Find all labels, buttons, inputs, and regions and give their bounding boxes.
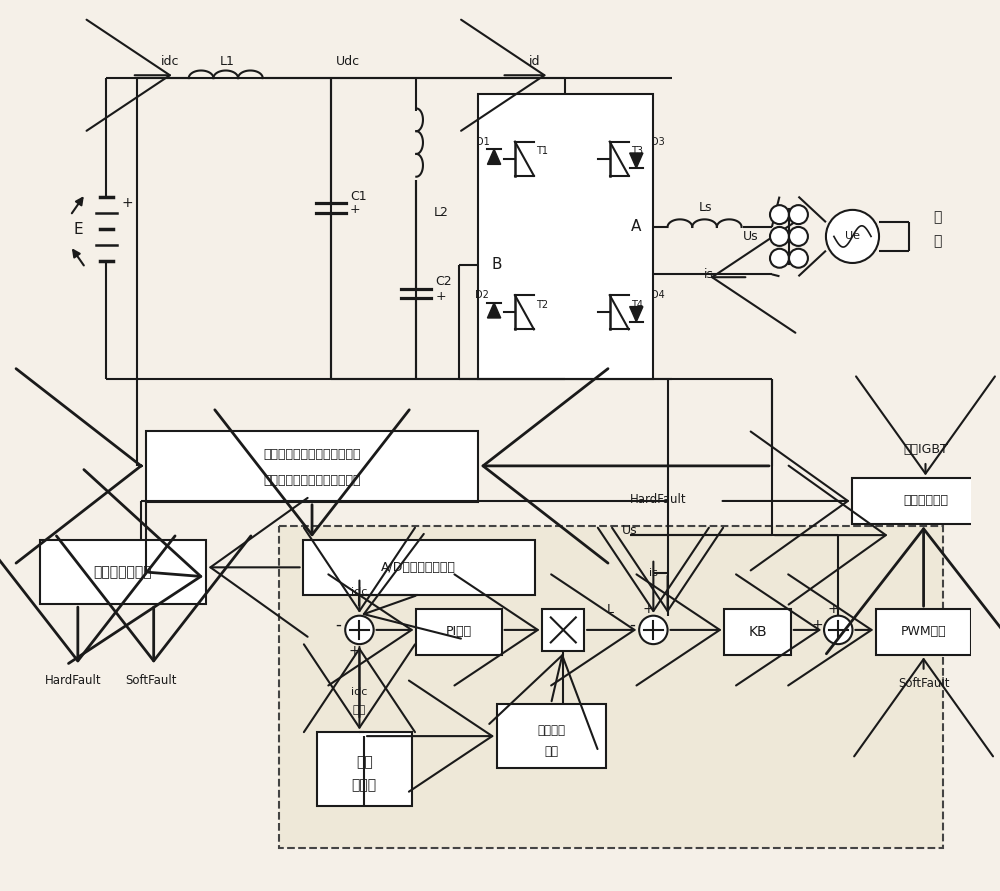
Bar (279, 526, 943, 848)
Text: E: E (73, 222, 83, 237)
Bar (416, 609, 502, 655)
Text: is: is (649, 568, 658, 578)
Circle shape (770, 249, 789, 267)
Bar (542, 609, 584, 650)
Text: 网: 网 (934, 234, 942, 249)
Text: T1: T1 (536, 146, 548, 156)
Bar (40, 540, 206, 604)
Text: HardFault: HardFault (45, 674, 101, 687)
Text: PI调节: PI调节 (446, 625, 472, 638)
Polygon shape (630, 307, 643, 322)
Text: PWM产生: PWM产生 (901, 625, 946, 638)
Circle shape (826, 210, 879, 263)
Text: 信号: 信号 (544, 745, 558, 757)
Text: Us: Us (743, 230, 759, 243)
Text: D1: D1 (476, 136, 489, 147)
Text: 驱动IGBT: 驱动IGBT (903, 443, 948, 456)
Bar (317, 732, 412, 806)
Text: +: + (812, 618, 823, 633)
Bar (303, 540, 535, 595)
Text: +: + (350, 203, 361, 217)
Circle shape (770, 205, 789, 225)
Polygon shape (487, 303, 501, 318)
Bar (724, 609, 791, 655)
Text: D2: D2 (475, 290, 489, 300)
Text: Udc: Udc (336, 54, 360, 68)
Bar (852, 478, 999, 524)
Text: id: id (529, 54, 541, 68)
Text: B: B (492, 257, 502, 273)
Text: D3: D3 (651, 136, 664, 147)
Text: +: + (349, 644, 361, 658)
Text: 电: 电 (934, 210, 942, 225)
Text: 同步正弦: 同步正弦 (537, 723, 565, 737)
Text: D4: D4 (651, 290, 664, 300)
Text: +: + (643, 602, 654, 616)
Text: 故障检测与保护: 故障检测与保护 (93, 565, 152, 579)
Text: 软件: 软件 (356, 756, 373, 770)
Text: A: A (631, 219, 641, 234)
Circle shape (770, 227, 789, 246)
Text: +: + (435, 290, 446, 303)
Text: 驱动电平转换: 驱动电平转换 (903, 495, 948, 508)
Circle shape (789, 205, 808, 225)
Bar (497, 704, 606, 768)
Text: idc: idc (351, 587, 368, 597)
Text: T3: T3 (631, 146, 643, 156)
Text: C1: C1 (350, 190, 367, 203)
Polygon shape (487, 149, 501, 164)
Text: SoftFault: SoftFault (898, 676, 949, 690)
Text: 蓄电池电压、放电电流、交流: 蓄电池电压、放电电流、交流 (263, 448, 361, 461)
Circle shape (824, 616, 852, 644)
Circle shape (639, 616, 668, 644)
Bar (876, 609, 971, 655)
Text: idc: idc (351, 687, 368, 697)
Bar (478, 94, 653, 379)
Text: L: L (607, 602, 614, 616)
Text: HardFault: HardFault (630, 493, 686, 505)
Text: -: - (336, 617, 342, 634)
Text: is: is (704, 268, 714, 281)
Text: Us: Us (622, 524, 637, 537)
Text: C2: C2 (435, 275, 452, 289)
Text: SoftFault: SoftFault (125, 674, 177, 687)
Text: 给定: 给定 (353, 706, 366, 715)
Circle shape (345, 616, 374, 644)
Text: L1: L1 (219, 54, 234, 68)
Bar (146, 431, 478, 502)
Text: +: + (828, 602, 839, 616)
Text: Ls: Ls (699, 201, 712, 215)
Text: -: - (630, 617, 635, 634)
Text: L2: L2 (433, 206, 448, 219)
Text: A/D转换与数据定标: A/D转换与数据定标 (381, 560, 456, 574)
Circle shape (789, 227, 808, 246)
Text: 锁相环: 锁相环 (352, 779, 377, 792)
Text: Ue: Ue (845, 232, 860, 241)
Text: idc: idc (161, 54, 179, 68)
Text: +: + (121, 196, 133, 210)
Polygon shape (630, 153, 643, 168)
Text: KB: KB (748, 625, 767, 639)
Text: 电压、交流电流的采样与滤波: 电压、交流电流的采样与滤波 (263, 474, 361, 486)
Circle shape (789, 249, 808, 267)
Text: T2: T2 (536, 299, 548, 310)
Text: T4: T4 (631, 299, 643, 310)
